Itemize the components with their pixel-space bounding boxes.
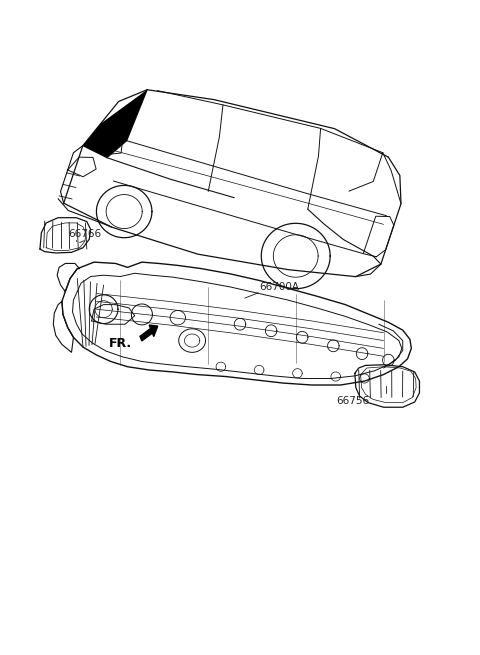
Text: 66756: 66756 (336, 396, 369, 406)
Text: FR.: FR. (108, 337, 132, 350)
Polygon shape (83, 90, 147, 158)
Text: 66766: 66766 (68, 229, 101, 239)
Text: 66700A: 66700A (259, 282, 299, 291)
FancyArrow shape (140, 325, 158, 341)
